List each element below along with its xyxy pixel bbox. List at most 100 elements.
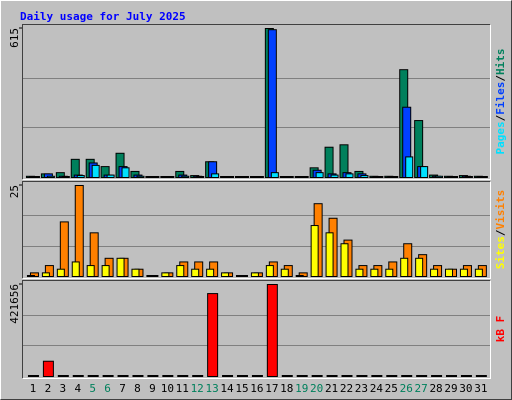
bar [475, 375, 487, 377]
bar [76, 175, 85, 178]
bar [162, 375, 174, 377]
bar [106, 174, 115, 179]
bar [207, 293, 219, 377]
bar [91, 164, 100, 179]
bar [430, 268, 439, 278]
x-tick-label: 12 [191, 382, 204, 395]
bar [385, 268, 394, 278]
legend-entry: Visits [494, 190, 507, 230]
bar [136, 175, 145, 179]
bar [71, 261, 80, 278]
bar [401, 375, 413, 377]
x-tick-label: 29 [444, 382, 457, 395]
bar [161, 272, 170, 277]
x-tick-label: 9 [149, 382, 156, 395]
x-tick-label: 1 [30, 382, 37, 395]
bar [341, 375, 353, 377]
bar [41, 272, 50, 277]
bar [222, 375, 234, 377]
bar [266, 284, 278, 377]
bar [296, 375, 308, 377]
bar [251, 375, 263, 377]
bar [420, 166, 429, 179]
bar [226, 176, 235, 178]
legend: Pages/Files/Hits [494, 49, 507, 155]
x-tick-label: 31 [474, 382, 487, 395]
bar [166, 176, 175, 178]
y-tick-label: 25 [8, 185, 21, 198]
bar [42, 360, 54, 378]
legend-entry: Hits [494, 49, 507, 76]
x-tick-label: 25 [385, 382, 398, 395]
bar [177, 375, 189, 377]
bar [117, 375, 129, 377]
bar [360, 175, 369, 178]
bar [86, 265, 95, 277]
legend-separator: / [494, 229, 507, 236]
bar [59, 221, 69, 277]
panel-frame [22, 181, 491, 279]
bar [176, 265, 185, 277]
bar [31, 176, 40, 178]
bar [281, 375, 293, 377]
x-tick-label: 24 [370, 382, 384, 395]
bar [57, 375, 69, 377]
panel-frame [22, 280, 491, 379]
legend-entry: Files [494, 82, 507, 115]
bar [416, 375, 428, 377]
legend: kB F [494, 316, 507, 343]
bar [446, 375, 458, 377]
bar [375, 176, 384, 178]
bar [340, 243, 349, 278]
x-tick-label: 19 [295, 382, 308, 395]
x-tick-label: 4 [74, 382, 81, 395]
bar [250, 272, 259, 277]
chart-title: Daily usage for July 2025 [20, 10, 186, 23]
bar [330, 174, 339, 179]
x-tick-label: 14 [220, 382, 234, 395]
x-tick-label: 18 [280, 382, 293, 395]
x-tick-label: 22 [340, 382, 353, 395]
bar [56, 268, 65, 278]
bar [147, 375, 159, 377]
bar [192, 375, 204, 377]
bar [386, 375, 398, 377]
bar [255, 176, 264, 178]
x-tick-label: 16 [250, 382, 263, 395]
bar [240, 176, 249, 178]
bar [355, 268, 364, 278]
bar [325, 232, 334, 278]
x-tick-label: 8 [134, 382, 141, 395]
x-tick-label: 5 [89, 382, 96, 395]
bar [370, 268, 379, 278]
bar [236, 375, 248, 377]
bar [196, 176, 205, 178]
bar [311, 375, 323, 377]
bar [405, 156, 414, 179]
x-tick-label: 3 [60, 382, 67, 395]
bar [390, 176, 399, 178]
bar [101, 265, 110, 277]
panel-frame [22, 24, 491, 180]
bar [102, 375, 114, 377]
x-tick-label: 6 [104, 382, 111, 395]
x-tick-label: 26 [400, 382, 413, 395]
x-tick-label: 11 [176, 382, 189, 395]
bar [315, 172, 324, 178]
y-tick-label: 421656 [8, 284, 21, 324]
x-tick-label: 13 [206, 382, 219, 395]
panel-frame [22, 24, 491, 180]
bar [132, 375, 144, 377]
legend-separator: / [494, 114, 507, 121]
legend-separator: / [494, 75, 507, 82]
bar [46, 175, 55, 179]
bar [324, 146, 334, 179]
x-tick-label: 10 [161, 382, 174, 395]
bar [459, 268, 468, 278]
bar [300, 176, 309, 178]
bar [211, 173, 220, 179]
x-tick-label: 23 [355, 382, 368, 395]
bar [151, 176, 160, 178]
bar [445, 268, 454, 278]
